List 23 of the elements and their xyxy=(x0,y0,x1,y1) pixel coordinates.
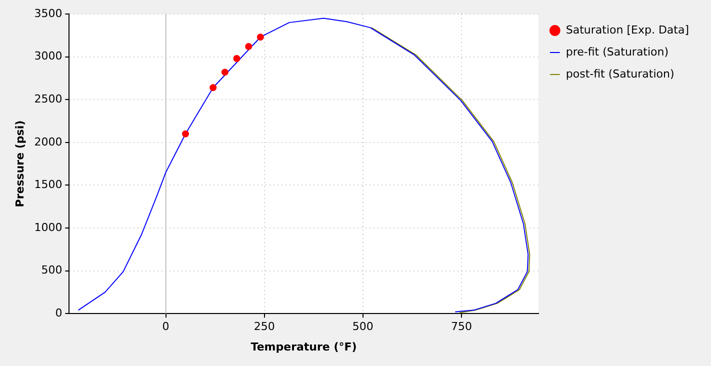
y-tick-label: 3000 xyxy=(34,50,62,63)
y-tick-label: 0 xyxy=(55,306,62,320)
y-tick-label: 3500 xyxy=(34,6,62,20)
y-tick-label: 2000 xyxy=(34,135,62,148)
y-tick-label: 1000 xyxy=(34,220,62,234)
x-tick-label: 750 xyxy=(450,320,472,334)
y-tick-label: 2500 xyxy=(34,92,62,106)
point xyxy=(221,68,228,76)
x-tick-label: 500 xyxy=(352,320,374,334)
point xyxy=(256,34,264,41)
legend-label: pre-fit (Saturation) xyxy=(566,45,669,58)
x-tick-label: 250 xyxy=(254,320,275,334)
y-tick-label: 500 xyxy=(41,264,62,277)
point xyxy=(210,84,217,92)
legend-label: post-fit (Saturation) xyxy=(566,67,674,80)
x-tick-label: 0 xyxy=(162,320,170,334)
y-tick-label: 1500 xyxy=(34,178,62,192)
legend-label: Saturation [Exp. Data] xyxy=(566,23,690,36)
point xyxy=(245,43,252,50)
point xyxy=(182,130,190,138)
point xyxy=(233,55,240,62)
x-axis-title: Temperature (°F) xyxy=(250,340,357,354)
y-axis-title: Pressure (psi) xyxy=(13,120,26,208)
